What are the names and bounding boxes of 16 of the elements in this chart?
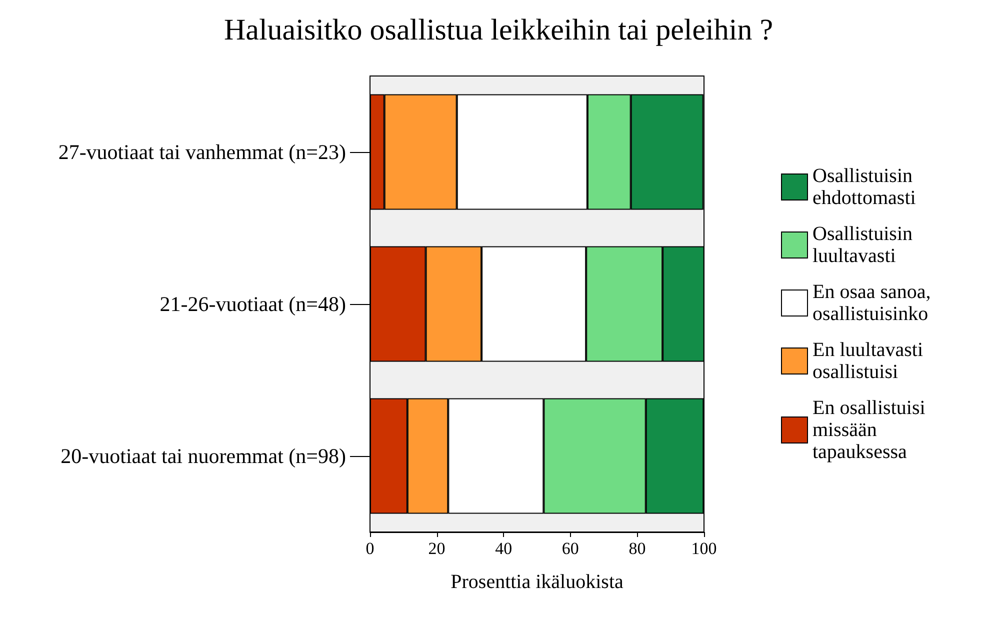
x-axis-title: Prosenttia ikäluokista (450, 571, 624, 593)
y-tick-label: 20-vuotiaat tai nuoremmat (n=98) (60, 444, 346, 468)
legend-label: En osallistuisi missään tapauksessa (812, 397, 930, 463)
legend-label: En luultavasti osallistuisi (812, 339, 928, 383)
legend-label: En osaa sanoa, osallistuisinko (812, 281, 936, 325)
x-tick-label: 60 (562, 539, 579, 558)
x-tick-label: 100 (691, 539, 717, 558)
legend-label: Osallistuisin ehdottomasti (812, 165, 918, 209)
x-tick-label: 0 (366, 539, 374, 558)
x-tick-label: 80 (628, 539, 646, 558)
x-tick-label: 20 (428, 539, 446, 558)
chart-title: Haluaisitko osallistua leikkeihin tai peleihin ? (224, 14, 774, 46)
x-tick-label: 40 (495, 539, 512, 558)
legend-label: Osallistuisin luultavasti (812, 223, 918, 267)
y-tick-label: 27-vuotiaat tai vanhemmat (n=23) (58, 140, 346, 164)
y-tick-label: 21-26-vuotiaat (n=48) (160, 292, 346, 316)
